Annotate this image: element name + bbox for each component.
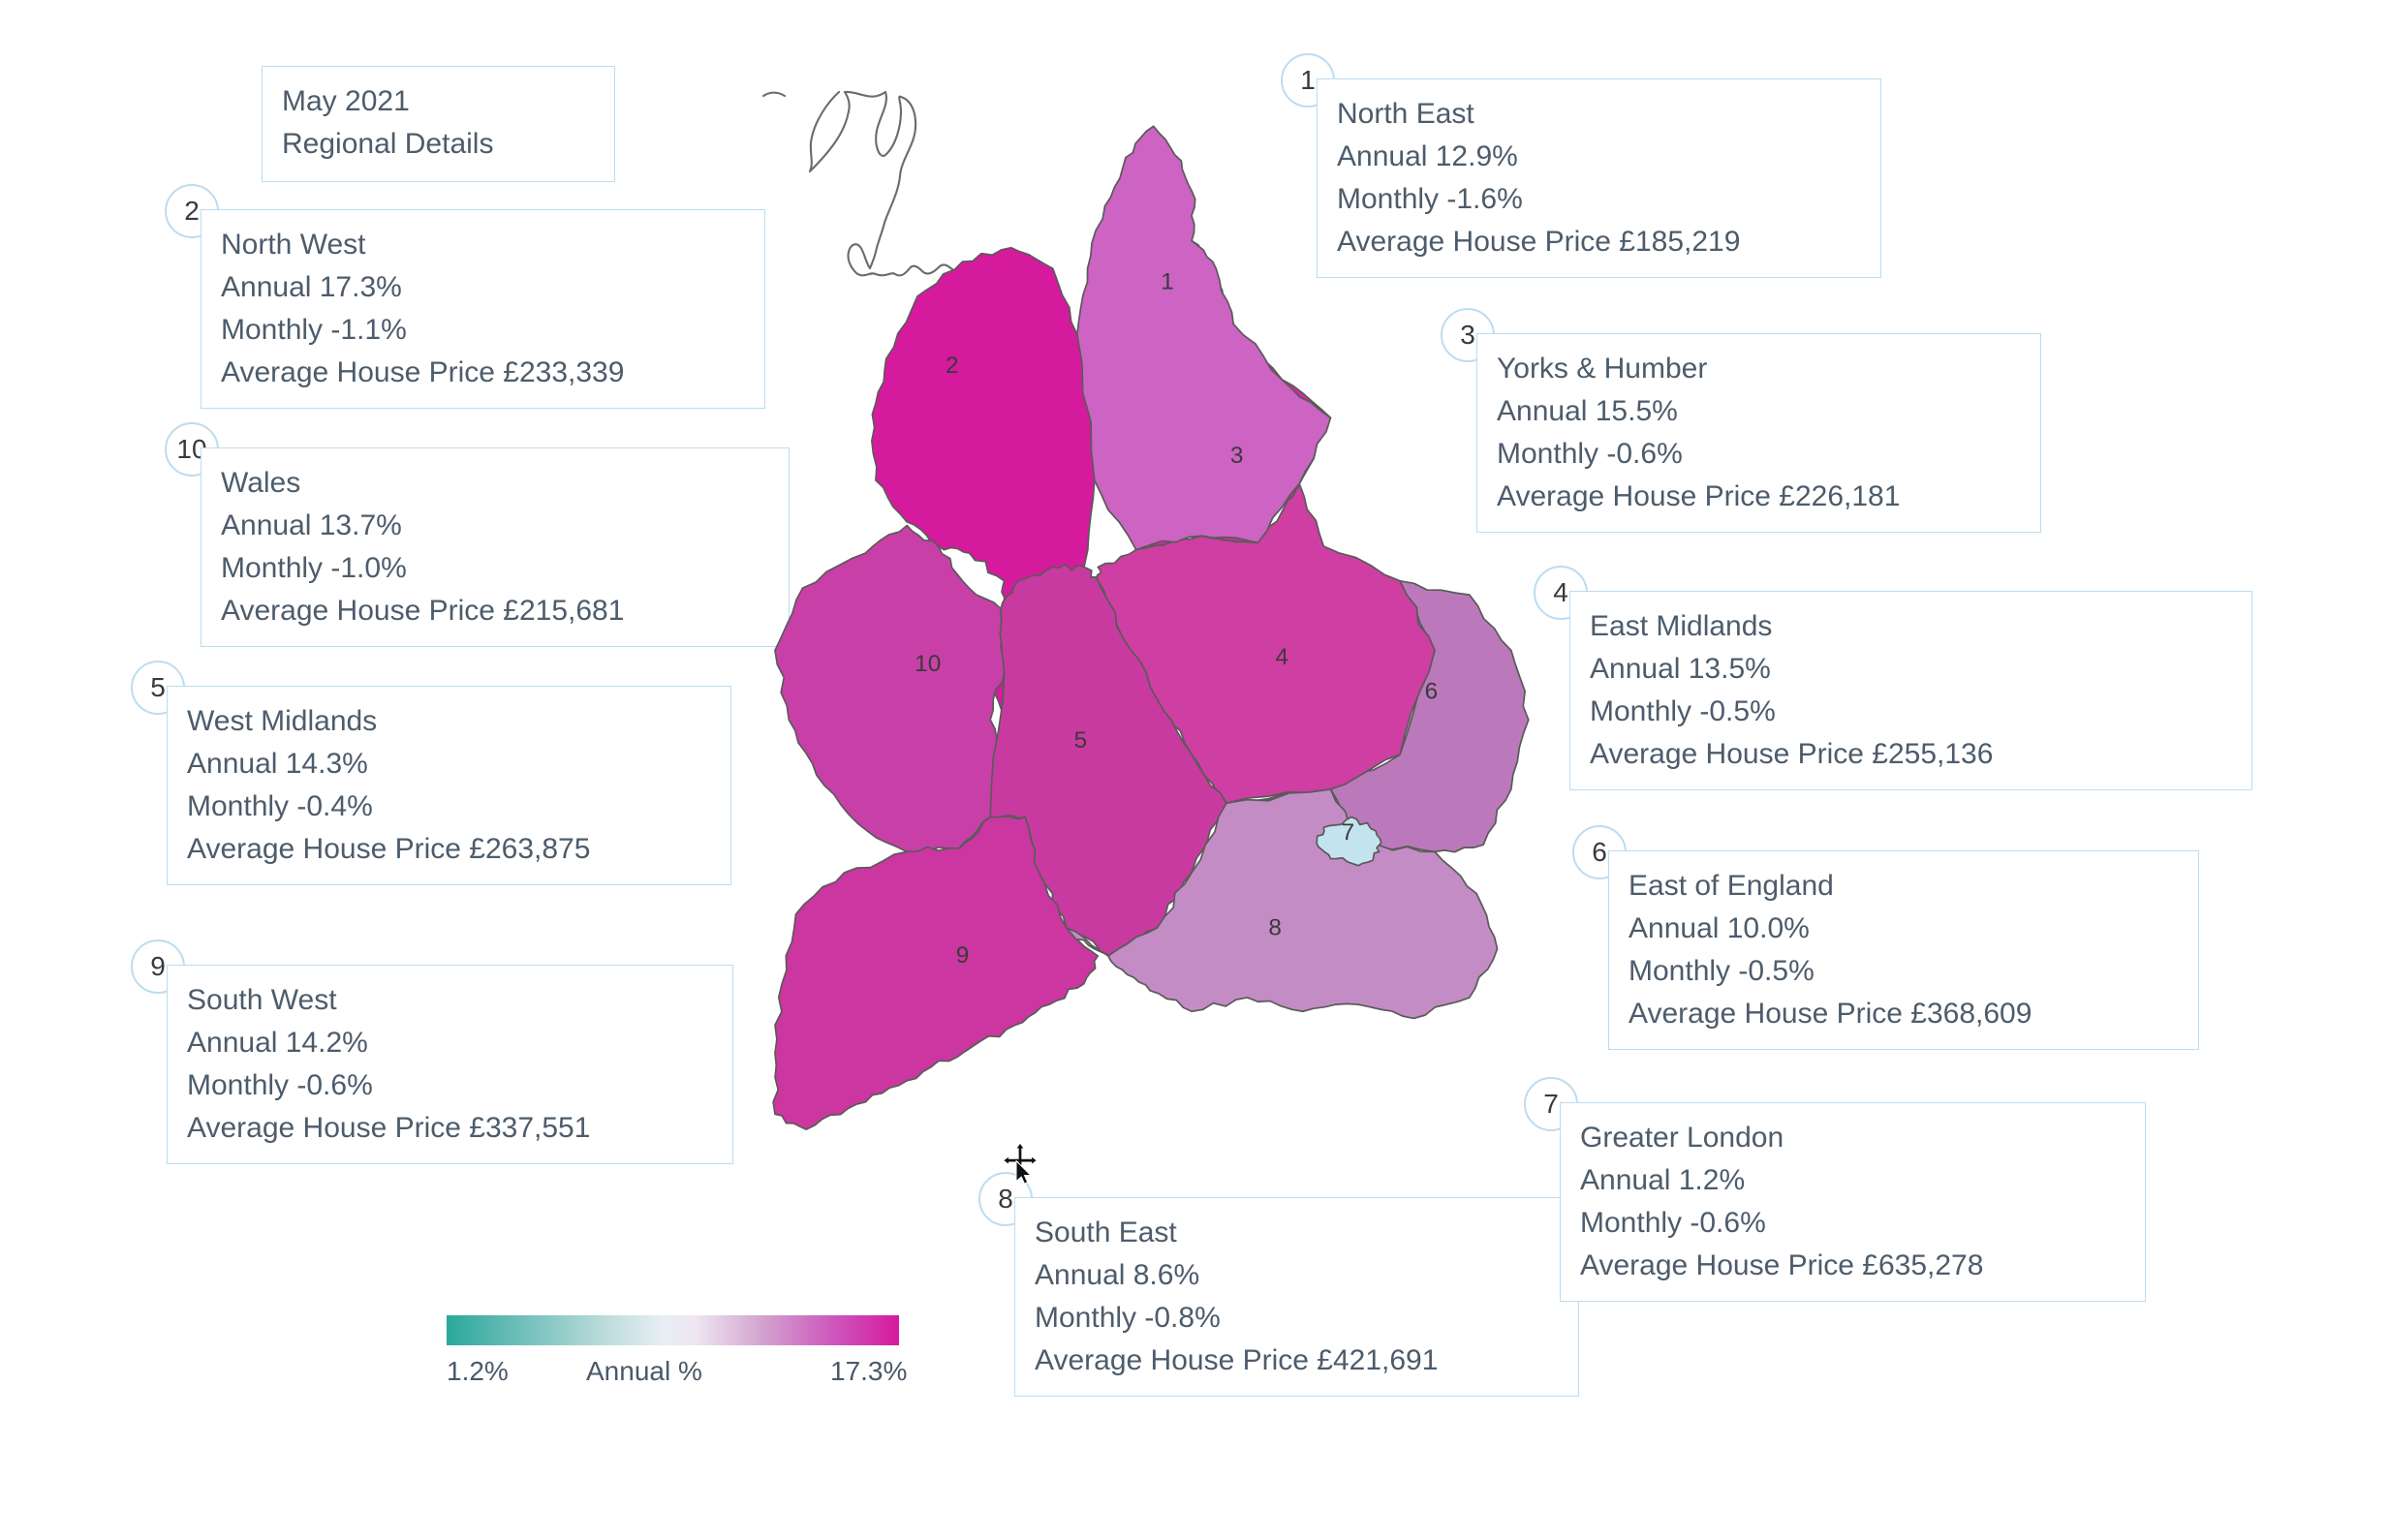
svg-text:1: 1: [1161, 269, 1174, 295]
svg-text:2: 2: [946, 353, 959, 379]
svg-text:9: 9: [956, 942, 970, 969]
svg-text:6: 6: [1425, 679, 1439, 705]
svg-text:3: 3: [1230, 443, 1244, 469]
svg-text:8: 8: [1268, 914, 1282, 940]
svg-text:10: 10: [915, 651, 941, 677]
svg-text:4: 4: [1276, 644, 1289, 670]
svg-text:5: 5: [1074, 727, 1088, 754]
svg-text:7: 7: [1342, 819, 1355, 846]
